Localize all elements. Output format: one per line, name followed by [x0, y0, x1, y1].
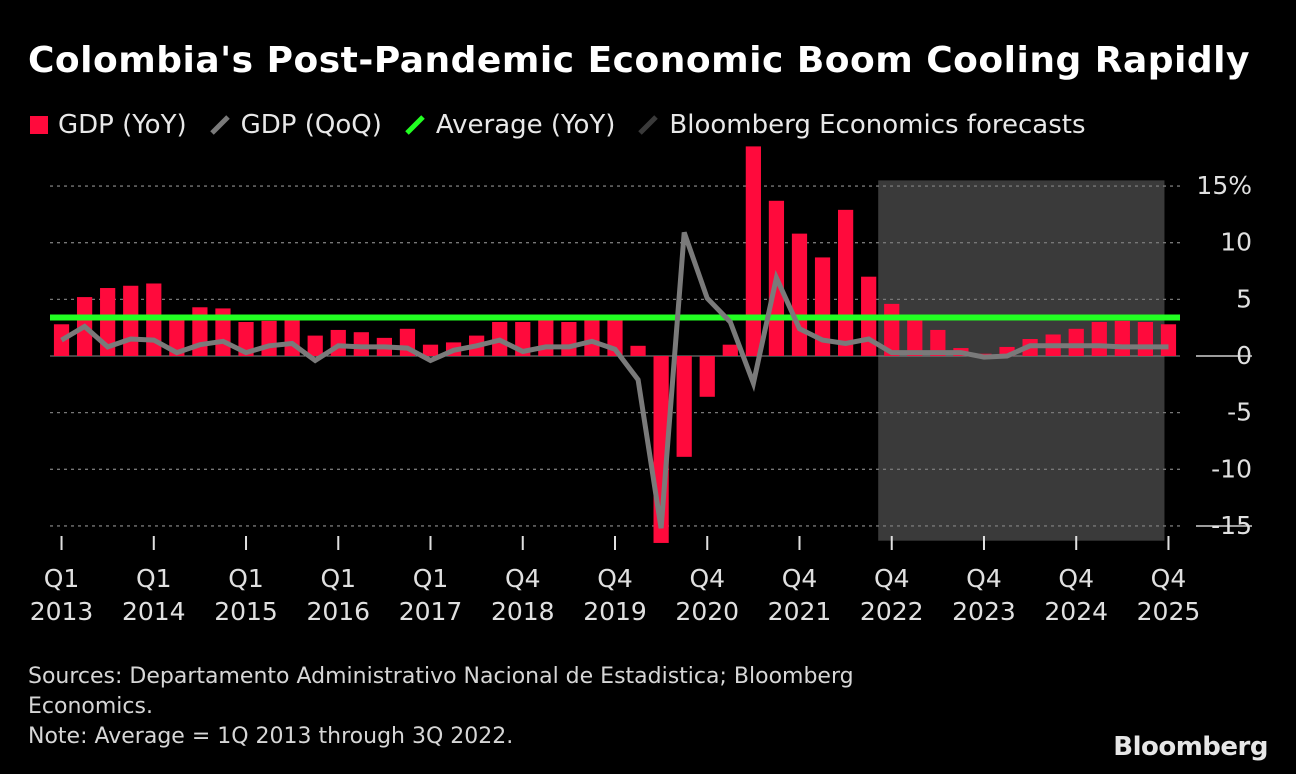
x-tick-label-quarter: Q1	[44, 564, 80, 593]
bar-gdp-yoy	[1137, 322, 1154, 356]
bar-gdp-yoy	[999, 346, 1015, 356]
legend-label: Average (YoY)	[435, 110, 616, 140]
source-note: Sources: Departamento Administrativo Nac…	[28, 664, 854, 689]
y-tick-label: -10	[1211, 454, 1252, 483]
x-tick-label-quarter: Q4	[597, 564, 633, 593]
x-tick-label-year: 2022	[860, 597, 924, 626]
y-tick-label: 10	[1220, 228, 1252, 257]
x-tick-label-year: 2023	[952, 597, 1016, 626]
x-tick-label-year: 2013	[30, 597, 94, 626]
chart-title: Colombia's Post-Pandemic Economic Boom C…	[28, 40, 1250, 81]
bar-gdp-yoy	[791, 233, 808, 356]
x-tick-label-year: 2019	[583, 597, 647, 626]
x-tick-label-quarter: Q4	[689, 564, 725, 593]
bloomberg-logo: Bloomberg	[1113, 732, 1268, 762]
bar-gdp-yoy	[353, 332, 369, 356]
forecast-region	[878, 180, 1165, 541]
dark-gray-line-icon	[638, 115, 659, 135]
bar-gdp-yoy	[261, 320, 277, 356]
bar-gdp-yoy	[907, 318, 923, 356]
x-tick-label-quarter: Q4	[1058, 564, 1094, 593]
legend-label: GDP (YoY)	[58, 110, 187, 140]
x-tick-label-year: 2021	[768, 597, 832, 626]
legend-label: Bloomberg Economics forecasts	[669, 110, 1086, 140]
x-tick-label-quarter: Q4	[966, 564, 1002, 593]
bar-gdp-yoy	[238, 322, 254, 356]
x-tick-label-year: 2014	[122, 597, 186, 626]
bar-gdp-yoy	[676, 356, 692, 457]
red-square-icon	[30, 116, 48, 134]
footer: Sources: Departamento Administrativo Nac…	[28, 662, 854, 752]
average-note: Note: Average = 1Q 2013 through 3Q 2022.	[28, 724, 514, 749]
chart-area: 15% 10 5 0 -5 -10 -15 Q1 2013 Q1 2014 Q1 2015 Q1 2016…	[30, 146, 1252, 626]
source-note-cont: Economics.	[28, 694, 153, 719]
x-tick-label-year: 2024	[1044, 597, 1108, 626]
x-tick-label-year: 2017	[399, 597, 463, 626]
bar-gdp-yoy	[1091, 322, 1107, 356]
bar-gdp-yoy	[1160, 324, 1177, 356]
legend: GDP (YoY) GDP (QoQ) Average (YoY) Bloomb…	[30, 110, 1108, 140]
bar-gdp-yoy	[838, 209, 854, 356]
y-tick-label: 15%	[1196, 171, 1252, 200]
bar-gdp-yoy	[561, 322, 577, 356]
x-tick-label-quarter: Q4	[505, 564, 541, 593]
y-tick-label: 0	[1236, 341, 1252, 370]
bar-gdp-yoy	[1114, 320, 1130, 356]
x-tick-label-quarter: Q1	[320, 564, 356, 593]
bar-gdp-yoy	[100, 288, 116, 356]
bar-gdp-yoy	[422, 344, 439, 356]
bar-gdp-yoy	[123, 285, 139, 356]
bar-gdp-yoy	[745, 146, 761, 356]
bar-gdp-yoy	[930, 329, 946, 356]
x-tick-label-year: 2025	[1137, 597, 1201, 626]
x-tick-label-quarter: Q1	[413, 564, 449, 593]
legend-item-forecasts: Bloomberg Economics forecasts	[637, 110, 1086, 140]
bar-gdp-yoy	[814, 257, 831, 356]
legend-label: GDP (QoQ)	[240, 110, 382, 140]
x-tick-label-quarter: Q4	[1151, 564, 1187, 593]
bar-gdp-yoy	[1068, 328, 1084, 356]
y-tick-label: -15	[1211, 511, 1252, 540]
x-tick-label-quarter: Q1	[136, 564, 172, 593]
y-tick-label: -5	[1227, 398, 1252, 427]
bar-gdp-yoy	[722, 344, 738, 356]
y-tick-label: 5	[1236, 284, 1252, 313]
bar-gdp-yoy	[584, 319, 600, 356]
bar-gdp-yoy	[699, 356, 715, 397]
line-gdp-qoq	[60, 231, 1169, 529]
bar-gdp-yoy	[307, 335, 323, 356]
bar-gdp-yoy	[630, 345, 646, 356]
x-tick-label-year: 2018	[491, 597, 555, 626]
x-tick-label-year: 2016	[306, 597, 370, 626]
gray-line-icon	[209, 115, 230, 135]
legend-item-gdp-yoy: GDP (YoY)	[30, 110, 187, 140]
bar-gdp-yoy	[169, 318, 185, 356]
legend-item-gdp-qoq: GDP (QoQ)	[209, 110, 382, 140]
legend-item-average: Average (YoY)	[404, 110, 616, 140]
x-tick-label-quarter: Q4	[782, 564, 818, 593]
x-tick-label-quarter: Q4	[874, 564, 910, 593]
x-tick-label-year: 2015	[214, 597, 278, 626]
x-tick-label-year: 2020	[675, 597, 739, 626]
bar-gdp-yoy	[284, 319, 300, 356]
green-line-icon	[405, 115, 425, 135]
x-tick-label-quarter: Q1	[228, 564, 264, 593]
